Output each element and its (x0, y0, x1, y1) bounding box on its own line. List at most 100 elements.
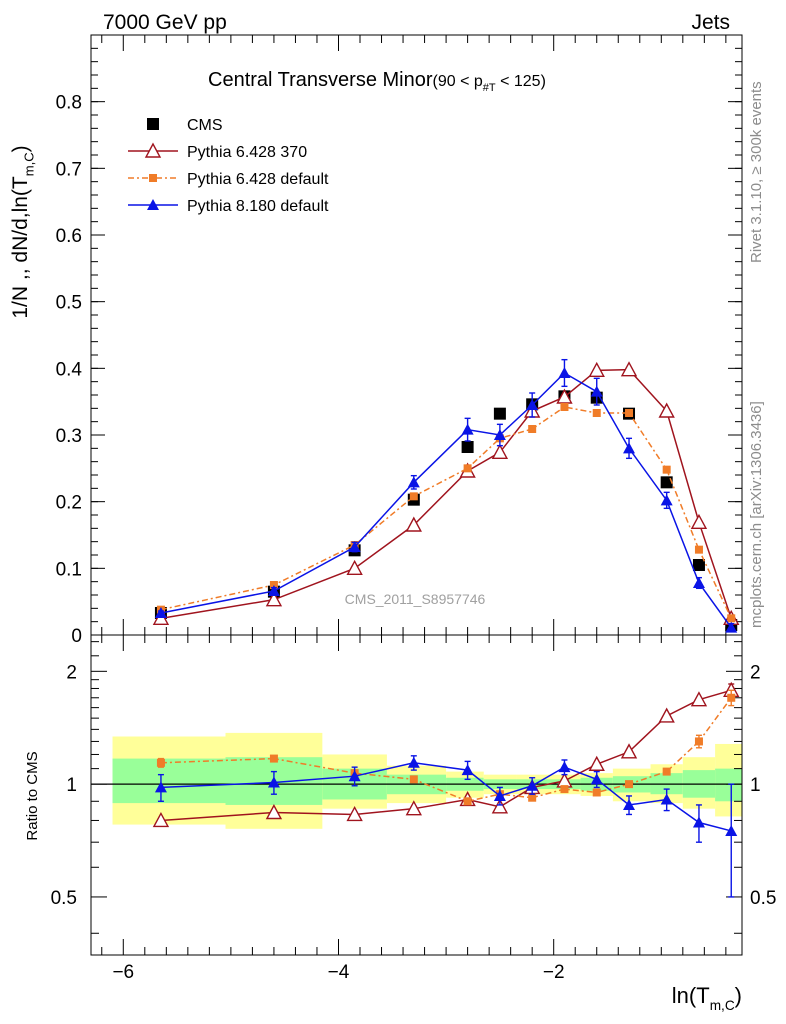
data-point (491, 443, 509, 460)
data-point (461, 764, 474, 776)
rivet-version-text: Rivet 3.1.10, ≥ 300k events (748, 81, 765, 263)
legend: CMS Pythia 6.428 370 Pythia 6.428 default P… (128, 117, 329, 215)
data-point (493, 429, 506, 440)
data-point (560, 785, 569, 794)
data-point (692, 559, 705, 571)
y-tick-label: 0.7 (56, 159, 82, 180)
data-point (152, 811, 170, 828)
data-point (405, 516, 422, 532)
data-point (625, 780, 634, 789)
series-pythia-8-180-default (154, 358, 738, 633)
main-series (152, 358, 740, 633)
y-axis-label-main: 1/N ,, dN/d,ln(Tm,C) (9, 145, 37, 318)
data-point (346, 559, 363, 576)
analysis-watermark: CMS_2011_S8957746 (345, 591, 486, 607)
data-point (491, 798, 509, 814)
data-point (267, 776, 280, 788)
legend-marker (149, 174, 157, 182)
data-point (154, 781, 167, 793)
data-point (348, 770, 361, 782)
ratio-frame (90, 634, 743, 956)
data-point (461, 423, 474, 435)
ratio-tick-label-right: 1 (750, 775, 761, 796)
data-point (590, 773, 603, 785)
axes: 0 0.1 0.2 0.3 0.4 0.5 0.6 0.7 0.8 −6 −4 −2 0.5 0.5 1 1 2… (51, 34, 776, 983)
data-point (558, 761, 571, 773)
series-line (160, 368, 732, 620)
data-point (620, 361, 638, 377)
data-point (558, 367, 571, 378)
series-line (160, 372, 732, 629)
data-point (660, 476, 673, 489)
uncertainty-bands (112, 732, 742, 829)
series-pythia-6-428-default (156, 689, 736, 806)
data-point (493, 407, 506, 420)
data-point (592, 788, 601, 797)
legend-label: CMS (187, 117, 223, 134)
data-point (407, 476, 420, 488)
x-axis-label: ln(Tm,C) (672, 983, 742, 1013)
data-point (560, 403, 569, 411)
series-pythia-8-180-default (154, 755, 738, 898)
data-point (528, 425, 537, 433)
ratio-tick-label-right: 0.5 (750, 888, 776, 909)
ratio-tick-label-right: 2 (750, 662, 761, 683)
data-point (526, 779, 539, 791)
data-point (463, 464, 472, 473)
legend-label: Pythia 6.428 370 (187, 144, 307, 161)
y-tick-label: 0.5 (56, 293, 82, 314)
data-point (623, 798, 636, 810)
data-point (267, 585, 280, 596)
ratio-tick-label: 0.5 (51, 888, 77, 909)
x-tick-label: −4 (328, 962, 350, 983)
data-point (588, 361, 605, 378)
data-point (409, 492, 418, 501)
legend-item-pythia-8-180-default: Pythia 8.180 default (128, 198, 329, 215)
series-line (160, 406, 732, 619)
data-point (625, 409, 634, 417)
data-point (725, 621, 738, 633)
data-point (409, 775, 418, 784)
y-tick-label: 0.4 (56, 359, 83, 380)
legend-label: Pythia 8.180 default (187, 198, 329, 215)
ratio-series (152, 681, 740, 898)
data-point (727, 614, 736, 623)
data-point (528, 793, 537, 802)
series-pythia-6-428-370 (152, 361, 740, 626)
data-point (269, 754, 278, 763)
legend-item-pythia-6-428-default: Pythia 6.428 default (128, 171, 329, 188)
band-inner (112, 758, 226, 804)
data-point (265, 591, 283, 607)
data-point (592, 409, 601, 417)
data-point (660, 793, 673, 805)
data-point (623, 442, 636, 454)
y-tick-label: 0 (71, 626, 82, 647)
data-point (407, 756, 420, 768)
x-tick-label: −6 (112, 962, 134, 983)
data-point (348, 541, 361, 552)
data-point (526, 399, 539, 410)
data-point (493, 789, 506, 801)
legend-marker (147, 199, 159, 210)
legend-item-pythia-6-428-370: Pythia 6.428 370 (128, 142, 307, 161)
data-point (692, 577, 705, 588)
header-left: 7000 GeV pp (103, 11, 227, 34)
data-point (690, 513, 708, 530)
data-point (725, 824, 738, 836)
data-point (620, 743, 638, 759)
y-tick-label: 0.2 (56, 493, 82, 514)
y-tick-label: 0.1 (56, 559, 82, 580)
y-tick-label: 0.3 (56, 426, 82, 447)
legend-marker (144, 142, 162, 158)
series-pythia-6-428-default (156, 403, 736, 623)
x-tick-label: −2 (543, 962, 565, 983)
data-point (405, 800, 422, 816)
data-point (660, 494, 673, 506)
data-point (658, 402, 675, 418)
data-point (662, 767, 671, 776)
data-point (461, 441, 474, 453)
data-point (694, 737, 703, 746)
band-inner (715, 768, 742, 802)
plot-title: Central Transverse Minor(90 < p#T < 125) (208, 69, 546, 94)
